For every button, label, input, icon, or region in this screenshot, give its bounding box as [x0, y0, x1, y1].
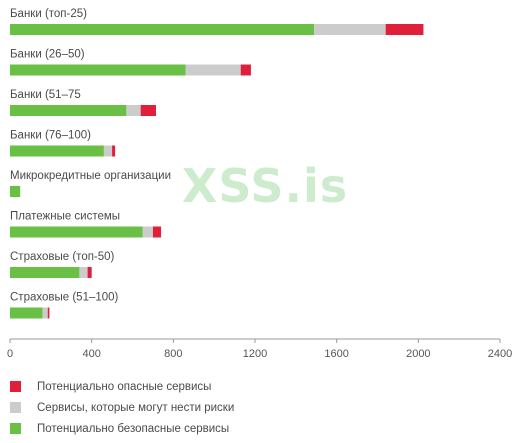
- legend-item: Сервисы, которые могут нести риски: [10, 397, 234, 418]
- x-tick-label: 1600: [324, 348, 348, 360]
- legend-label: Сервисы, которые могут нести риски: [37, 401, 235, 414]
- bar-segment: [10, 267, 80, 278]
- x-tick-label: 1200: [243, 348, 267, 360]
- x-tick-label: 800: [164, 348, 182, 360]
- x-axis: 0 400 800 1200 1600 2000 2400: [7, 338, 512, 360]
- bar-segment: [79, 267, 88, 278]
- bar-segment: [42, 307, 48, 319]
- bar-segment: [10, 105, 127, 116]
- bar-segment: [314, 24, 386, 35]
- bar-segment: [152, 226, 162, 238]
- stacked-bar-chart: Банки (топ-25) Банки (26–50) Банки (51–75 Б…: [7, 8, 512, 360]
- x-tick-label: 2400: [488, 348, 512, 360]
- bar-segment: [10, 307, 43, 319]
- bar-segment: [185, 64, 241, 76]
- legend-label: Потенциально опасные сервисы: [37, 380, 212, 393]
- bar-segment: [10, 24, 315, 35]
- watermark: XSS.is: [182, 159, 348, 213]
- bar-segment: [10, 145, 104, 157]
- category-label: Банки (76–100): [10, 130, 91, 142]
- x-tick-label: 0: [7, 348, 13, 360]
- legend-swatch: [10, 402, 21, 413]
- bar-segment: [87, 267, 92, 278]
- category-label: Микрокредитные организации: [10, 170, 171, 182]
- bar-segment: [240, 64, 251, 76]
- bar-segment: [103, 145, 113, 157]
- x-tick-label: 400: [82, 348, 100, 360]
- legend: Потенциально опасные сервисы Сервисы, кот…: [10, 376, 234, 439]
- bar-segment: [142, 226, 153, 238]
- category-label: Страховые (топ-50): [10, 251, 115, 263]
- category-label: Банки (топ-25): [10, 8, 87, 20]
- category-label: Банки (26–50): [10, 49, 85, 61]
- legend-swatch: [10, 381, 21, 392]
- legend-item: Потенциально опасные сервисы: [10, 376, 234, 397]
- category-label: Платежные системы: [10, 211, 120, 223]
- bar-segment: [140, 105, 156, 116]
- x-tick-label: 2000: [406, 348, 430, 360]
- bar-segment: [47, 307, 50, 319]
- legend-item: Потенциально безопасные сервисы: [10, 418, 234, 439]
- bar-segment: [10, 226, 143, 238]
- bar-segment: [126, 105, 141, 116]
- legend-label: Потенциально безопасные сервисы: [37, 422, 230, 435]
- bar-segment: [112, 145, 116, 157]
- legend-swatch: [10, 423, 21, 434]
- bar-segment: [10, 64, 186, 76]
- bar-segment: [385, 24, 424, 35]
- category-label: Банки (51–75: [10, 89, 81, 101]
- bar-segment: [10, 186, 21, 197]
- bars-layer: Банки (топ-25) Банки (26–50) Банки (51–75 Б…: [10, 8, 424, 319]
- category-label: Страховые (51–100): [10, 292, 119, 304]
